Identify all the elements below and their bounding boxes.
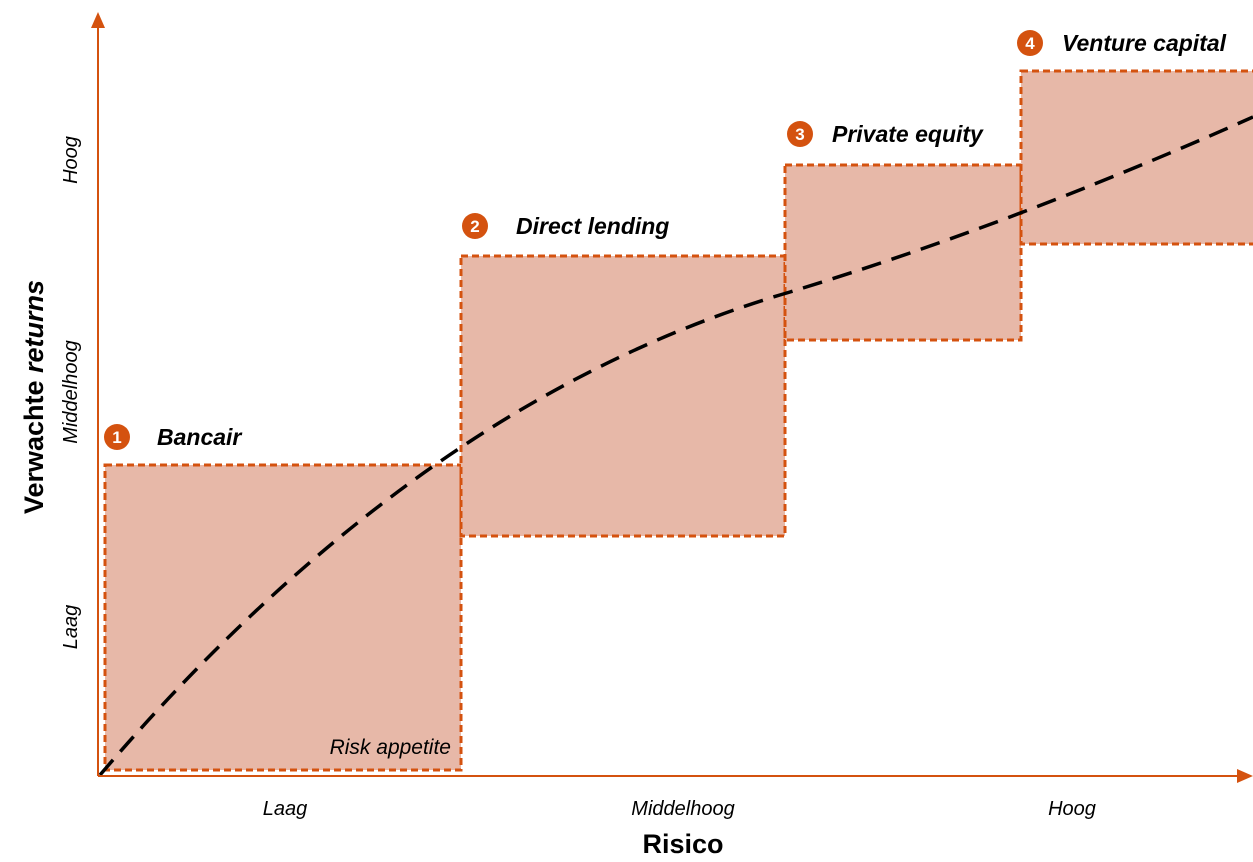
risk-return-curve — [98, 115, 1253, 777]
risk-appetite-label: Risk appetite — [330, 736, 451, 759]
zone-label-direct-lending: Direct lending — [516, 213, 669, 239]
zone-badge-3 — [787, 121, 813, 147]
zone-label-private-equity: Private equity — [832, 121, 984, 147]
y-tick-middelhoog: Middelhoog — [60, 340, 82, 443]
zone-box-bancair — [103, 463, 463, 772]
zone-badge-2 — [462, 213, 488, 239]
y-tick-hoog: Hoog — [60, 136, 82, 184]
zone-box-private-equity — [783, 163, 1023, 342]
zone-label-venture-capital: Venture capital — [1062, 30, 1227, 56]
zone-number-4: 4 — [1025, 34, 1035, 53]
zone-box-venture-capital — [1019, 69, 1253, 246]
zone-badge-1 — [104, 424, 130, 450]
x-tick-middelhoog: Middelhoog — [631, 798, 734, 820]
zone-badge-4 — [1017, 30, 1043, 56]
x-axis-arrow-icon — [1237, 769, 1253, 783]
x-axis-title: Risico — [642, 829, 723, 859]
y-axis-title-italic: returns — [19, 280, 49, 373]
x-tick-laag: Laag — [263, 798, 308, 820]
zone-number-1: 1 — [112, 428, 121, 447]
zone-number-2: 2 — [470, 217, 479, 236]
zone-number-3: 3 — [795, 125, 804, 144]
zone-label-bancair: Bancair — [157, 424, 242, 450]
zone-box-direct-lending — [459, 254, 787, 538]
y-axis-title: Verwachte returns — [19, 280, 49, 514]
y-tick-laag: Laag — [60, 605, 82, 650]
y-axis-arrow-icon — [91, 12, 105, 28]
y-axis-title-regular: Verwachte — [19, 373, 49, 514]
x-tick-hoog: Hoog — [1048, 798, 1096, 820]
